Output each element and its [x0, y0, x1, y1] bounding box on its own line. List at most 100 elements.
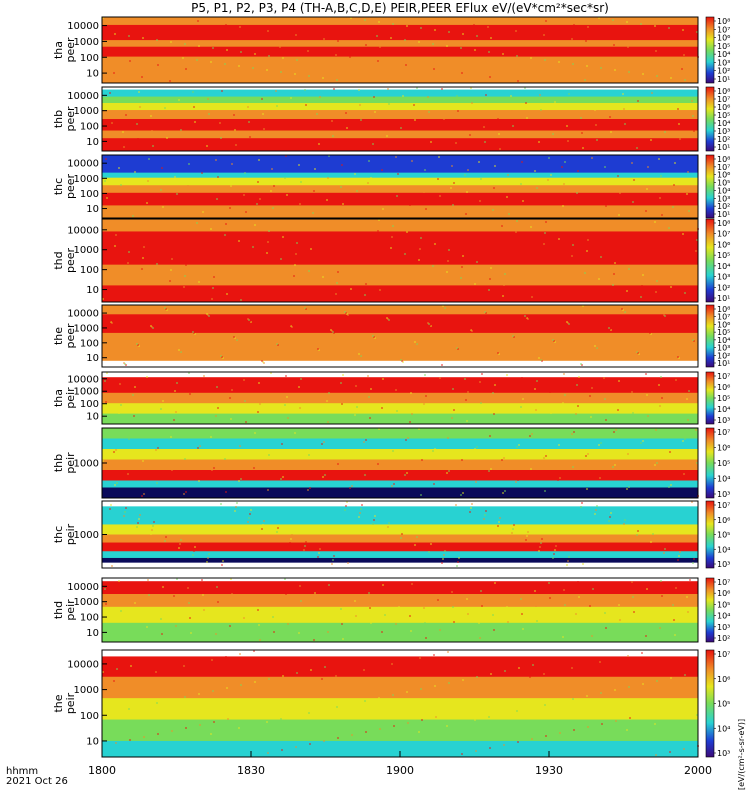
heatmap-noise [304, 89, 306, 91]
colorbar [705, 154, 715, 219]
heatmap-band [102, 676, 698, 699]
heatmap-noise [229, 207, 231, 209]
heatmap-noise [384, 614, 386, 616]
heatmap-noise [641, 475, 643, 477]
heatmap-noise [370, 177, 372, 179]
heatmap-noise [164, 107, 166, 109]
heatmap-noise [304, 307, 306, 309]
heatmap-noise [156, 263, 158, 265]
heatmap-noise [660, 376, 662, 378]
heatmap-noise [421, 719, 423, 721]
heatmap-noise [267, 752, 269, 754]
heatmap-noise [400, 359, 402, 361]
heatmap-noise [201, 579, 203, 581]
heatmap-noise [169, 280, 171, 282]
heatmap-noise [650, 139, 652, 141]
heatmap-noise [622, 93, 624, 95]
heatmap-noise [113, 451, 115, 453]
heatmap-noise [659, 405, 661, 407]
heatmap-noise [590, 179, 592, 181]
heatmap-noise [187, 587, 189, 589]
heatmap-noise [563, 183, 565, 185]
heatmap-noise [207, 557, 209, 559]
heatmap-noise [142, 460, 144, 462]
heatmap-noise [171, 66, 173, 68]
heatmap-noise [419, 248, 421, 250]
heatmap-noise [654, 25, 656, 27]
heatmap-noise [631, 581, 633, 583]
heatmap-noise [146, 626, 148, 628]
heatmap-noise [604, 612, 606, 614]
heatmap-noise [411, 583, 413, 585]
heatmap-noise [220, 355, 222, 357]
heatmap-noise [102, 298, 104, 300]
heatmap-noise [199, 70, 201, 72]
heatmap-noise [475, 74, 477, 76]
colorbar-tick-label: 10¹ [717, 75, 730, 84]
heatmap-noise [663, 314, 665, 316]
heatmap-noise [156, 702, 158, 704]
heatmap-noise [188, 372, 190, 374]
heatmap-noise [622, 527, 624, 529]
heatmap-noise [434, 448, 436, 450]
heatmap-noise [615, 429, 617, 431]
heatmap-noise [239, 229, 241, 231]
heatmap-noise [503, 457, 505, 459]
heatmap-noise [374, 515, 376, 517]
heatmap-noise [456, 95, 458, 97]
heatmap-noise [624, 123, 626, 125]
heatmap-noise [628, 686, 630, 688]
heatmap-noise [202, 594, 204, 596]
panel-frame [101, 16, 699, 84]
heatmap-noise [585, 664, 587, 666]
heatmap-noise [584, 79, 586, 81]
heatmap-noise [563, 373, 565, 375]
heatmap-noise [515, 30, 517, 32]
heatmap-noise [390, 37, 392, 39]
heatmap-band [102, 103, 698, 111]
heatmap-noise [434, 29, 436, 31]
heatmap-noise [470, 329, 472, 331]
heatmap-noise [637, 530, 639, 532]
heatmap-noise [621, 140, 623, 142]
colorbar-tick-label: 10⁴ [717, 262, 730, 271]
heatmap-noise [291, 326, 293, 328]
heatmap-noise [321, 443, 323, 445]
heatmap-noise [184, 43, 186, 45]
heatmap-noise [207, 98, 209, 100]
heatmap-noise [635, 538, 637, 540]
heatmap-noise [254, 224, 256, 226]
heatmap-noise [345, 112, 347, 114]
heatmap-noise [484, 311, 486, 313]
heatmap-noise [404, 253, 406, 255]
heatmap-noise [272, 207, 274, 209]
heatmap-noise [668, 720, 670, 722]
heatmap-noise [324, 666, 326, 668]
heatmap-noise [127, 473, 129, 475]
heatmap-noise [365, 731, 367, 733]
heatmap-noise [307, 489, 309, 491]
heatmap-noise [587, 239, 589, 241]
heatmap-noise [684, 438, 686, 440]
heatmap-noise [155, 78, 157, 80]
heatmap-noise [298, 164, 300, 166]
heatmap-noise [674, 634, 676, 636]
heatmap-noise [387, 318, 389, 320]
heatmap-noise [444, 307, 446, 309]
heatmap-noise [277, 527, 279, 529]
colorbar-tick-label: 10³ [717, 560, 730, 569]
heatmap-noise [410, 630, 412, 632]
heatmap-noise [303, 306, 305, 308]
heatmap-noise [386, 530, 388, 532]
heatmap-noise [105, 158, 107, 160]
heatmap-noise [393, 483, 395, 485]
heatmap-band [102, 438, 698, 450]
heatmap-noise [455, 142, 457, 144]
heatmap-noise [502, 713, 504, 715]
heatmap-noise [221, 564, 223, 566]
heatmap-noise [294, 264, 296, 266]
heatmap-noise [406, 691, 408, 693]
heatmap-noise [179, 114, 181, 116]
heatmap-noise [525, 539, 527, 541]
heatmap-noise [641, 652, 643, 654]
